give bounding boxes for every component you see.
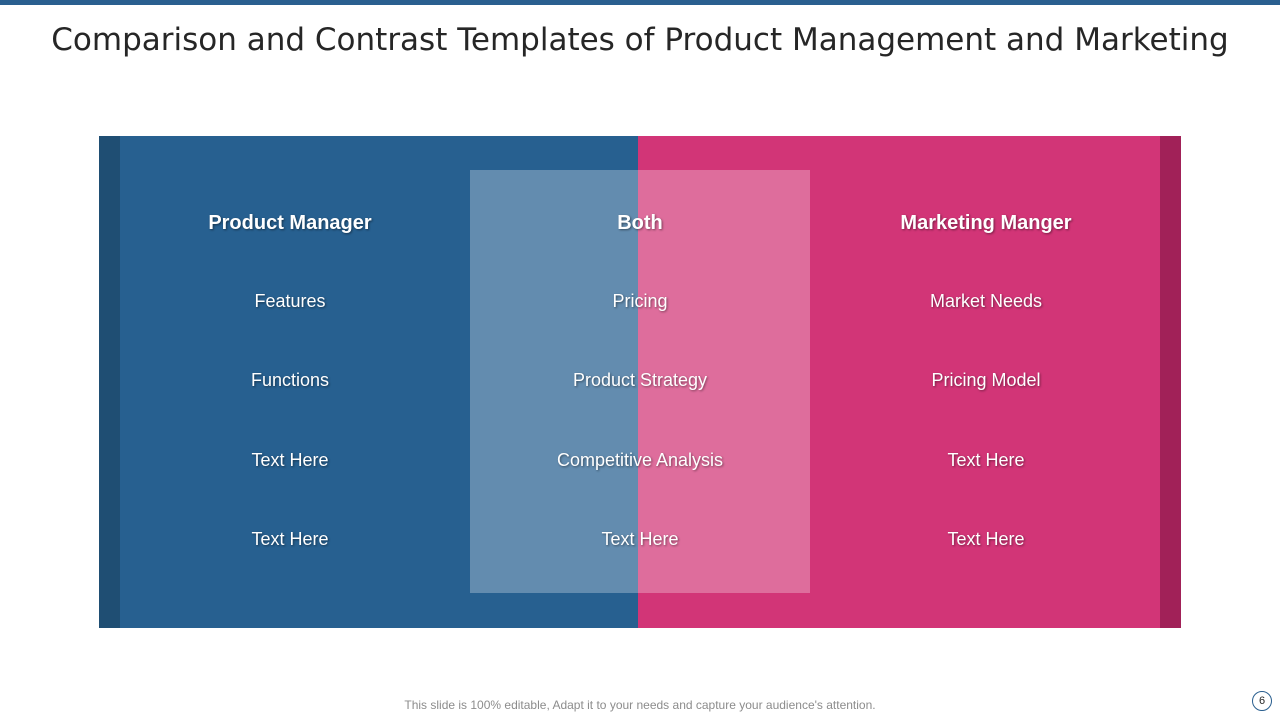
product-manager-item: Text Here — [251, 450, 329, 470]
product-manager-item: Functions — [250, 370, 330, 390]
product-manager-item: Text Here — [251, 529, 329, 549]
marketing-manager-item: Market Needs — [929, 291, 1043, 311]
both-heading: Both — [617, 212, 663, 234]
marketing-manager-item: Pricing Model — [931, 370, 1041, 390]
slide-title: Comparison and Contrast Templates of Pro… — [51, 22, 1229, 58]
marketing-manager-panel — [638, 136, 1181, 628]
both-item: Text Here — [601, 529, 679, 549]
top-accent-bar — [0, 0, 1280, 5]
page-number-badge: 6 — [1252, 691, 1272, 711]
product-manager-panel — [99, 136, 638, 628]
both-item: Product Strategy — [572, 370, 708, 390]
footer-note: This slide is 100% editable, Adapt it to… — [404, 698, 876, 712]
both-item: Pricing — [612, 291, 668, 311]
product-manager-panel-edge — [99, 136, 120, 628]
product-manager-item: Features — [254, 291, 326, 311]
marketing-manager-heading: Marketing Manger — [900, 212, 1072, 234]
marketing-manager-item: Text Here — [947, 529, 1025, 549]
both-overlap-panel — [470, 170, 810, 593]
marketing-manager-item: Text Here — [947, 450, 1025, 470]
marketing-manager-panel-edge — [1160, 136, 1181, 628]
both-item: Competitive Analysis — [556, 450, 724, 470]
product-manager-heading: Product Manager — [208, 212, 372, 234]
